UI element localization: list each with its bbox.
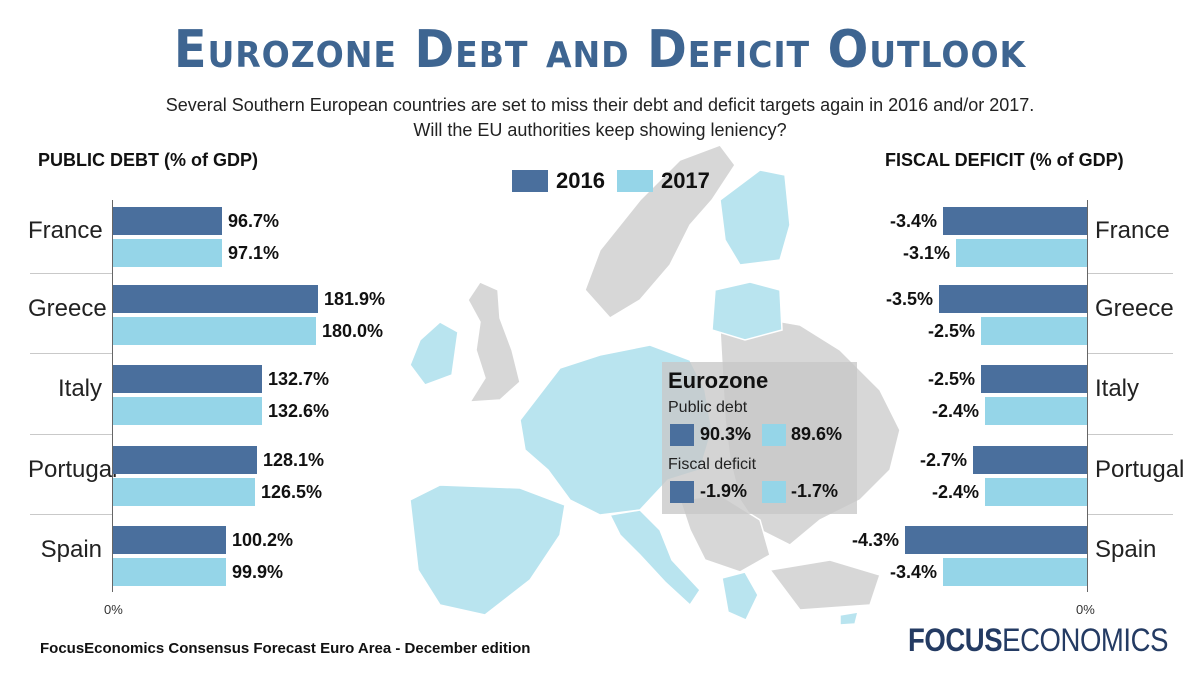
deficit-value-greece-2016: -3.5% [885, 289, 933, 309]
debt-value-greece-2016: 181.9% [324, 289, 386, 309]
debt-country-spain: Spain [40, 536, 102, 563]
deficit-country-italy: Italy [1095, 375, 1140, 402]
eurozone-debt-swatch-2017 [762, 424, 786, 446]
map-ireland [409, 321, 459, 386]
debt-bar-greece-2016 [113, 285, 318, 313]
debt-bar-spain-2017 [113, 558, 226, 586]
debt-row-separator-3 [30, 514, 112, 515]
legend-swatch-2017 [616, 170, 653, 192]
deficit-bar-spain-2016 [905, 526, 1087, 554]
deficit-bar-italy-2016 [981, 365, 1087, 393]
eurozone-deficit-2017: -1.7% [791, 481, 839, 501]
focuseconomics-logo: FOCUSECONOMICS [908, 622, 1168, 659]
debt-value-spain-2017: 99.9% [232, 562, 284, 582]
deficit-row-separator-3 [1088, 514, 1173, 515]
eurozone-deficit-2016: -1.9% [700, 481, 748, 501]
debt-bar-france-2016 [113, 207, 222, 235]
debt-row-separator-1 [30, 353, 112, 354]
map-finland [719, 169, 791, 266]
eurozone-summary-box [662, 362, 857, 514]
eurozone-public-debt-label: Public debt [668, 399, 748, 416]
eurozone-debt-2016: 90.3% [700, 424, 752, 444]
eurozone-deficit-swatch-2016 [670, 481, 694, 503]
debt-value-italy-2017: 132.6% [268, 401, 330, 421]
deficit-row-separator-2 [1088, 434, 1173, 435]
deficit-bar-portugal-2016 [973, 446, 1087, 474]
debt-value-france-2017: 97.1% [228, 243, 280, 263]
map-scandinavia [584, 144, 736, 319]
logo-light-part: ECONOMICS [1002, 622, 1169, 658]
debt-value-portugal-2016: 128.1% [263, 450, 325, 470]
deficit-value-spain-2017: -3.4% [889, 562, 937, 582]
deficit-row-separator-0 [1088, 273, 1173, 274]
debt-bar-spain-2016 [113, 526, 226, 554]
deficit-country-greece: Greece [1095, 295, 1174, 322]
debt-bar-france-2017 [113, 239, 222, 267]
legend-swatch-2016 [512, 170, 548, 192]
map-baltics [711, 281, 783, 341]
deficit-country-france: France [1095, 217, 1170, 244]
debt-row-separator-0 [30, 273, 112, 274]
eurozone-fiscal-deficit-label: Fiscal deficit [668, 456, 757, 473]
legend: 2016 2017 [512, 168, 722, 194]
debt-value-italy-2016: 132.7% [268, 369, 330, 389]
debt-country-portugal: Portugal [28, 456, 118, 483]
deficit-value-greece-2017: -2.5% [927, 321, 975, 341]
deficit-bar-france-2017 [956, 239, 1087, 267]
debt-axis-line [112, 200, 113, 592]
page-title: Eurozone Debt and Deficit Outlook [173, 20, 1027, 80]
deficit-row-separator-1 [1088, 353, 1173, 354]
debt-bar-portugal-2017 [113, 478, 255, 506]
deficit-bar-greece-2016 [939, 285, 1087, 313]
source-footer: FocusEconomics Consensus Forecast Euro A… [40, 640, 531, 657]
deficit-country-spain: Spain [1095, 536, 1157, 563]
legend-label-2017: 2017 [660, 168, 710, 193]
map-turkey-edge [768, 559, 881, 611]
fiscal-deficit-heading: FISCAL DEFICIT (% of GDP) [885, 150, 1124, 170]
eurozone-debt-2017: 89.6% [791, 424, 843, 444]
debt-country-greece: Greece [28, 295, 107, 322]
deficit-bar-spain-2017 [943, 558, 1087, 586]
debt-country-italy: Italy [57, 375, 102, 402]
deficit-bar-france-2016 [943, 207, 1087, 235]
logo-bold-part: FOCUS [908, 622, 1003, 658]
debt-zero-label: 0% [104, 602, 123, 617]
debt-bar-italy-2017 [113, 397, 262, 425]
deficit-value-portugal-2016: -2.7% [919, 450, 967, 470]
eurozone-title: Eurozone [668, 368, 769, 393]
debt-row-separator-2 [30, 434, 112, 435]
debt-value-greece-2017: 180.0% [322, 321, 384, 341]
deficit-axis-line [1087, 200, 1088, 592]
deficit-value-portugal-2017: -2.4% [931, 482, 979, 502]
deficit-country-portugal: Portugal [1095, 456, 1185, 483]
deficit-zero-label: 0% [1076, 602, 1095, 617]
deficit-value-france-2017: -3.1% [902, 243, 950, 263]
debt-bar-greece-2017 [113, 317, 316, 345]
public-debt-heading: PUBLIC DEBT (% of GDP) [38, 150, 258, 170]
map-greece [721, 571, 759, 621]
debt-value-spain-2016: 100.2% [232, 530, 294, 550]
deficit-value-spain-2016: -4.3% [851, 530, 899, 550]
debt-bar-portugal-2016 [113, 446, 257, 474]
deficit-bar-portugal-2017 [985, 478, 1087, 506]
map-iberia [409, 484, 566, 616]
deficit-bar-italy-2017 [985, 397, 1087, 425]
subtitle-line-1: Several Southern European countries are … [165, 95, 1035, 115]
eurozone-deficit-swatch-2017 [762, 481, 786, 503]
deficit-value-italy-2016: -2.5% [927, 369, 975, 389]
debt-value-portugal-2017: 126.5% [261, 482, 323, 502]
legend-label-2016: 2016 [556, 168, 605, 193]
map-cyprus [839, 611, 860, 626]
deficit-value-italy-2017: -2.4% [931, 401, 979, 421]
deficit-value-france-2016: -3.4% [889, 211, 937, 231]
deficit-bar-greece-2017 [981, 317, 1087, 345]
debt-bar-italy-2016 [113, 365, 262, 393]
debt-country-france: France [28, 217, 103, 244]
map-italy [608, 509, 701, 607]
debt-value-france-2016: 96.7% [228, 211, 280, 231]
subtitle-line-2: Will the EU authorities keep showing len… [413, 120, 787, 140]
eurozone-debt-swatch-2016 [670, 424, 694, 446]
map-great-britain [467, 281, 521, 403]
